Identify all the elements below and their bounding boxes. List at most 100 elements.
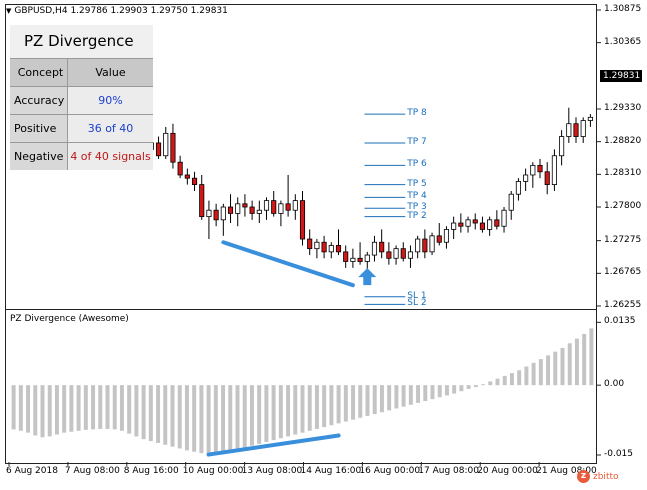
oscillator-bar [105,385,110,429]
oscillator-bar [264,385,269,442]
price-tick-label: 1.28310 [604,168,642,179]
collapse-arrow-icon[interactable]: ▼ [6,7,12,15]
oscillator-bar [459,385,464,392]
time-tick-label: 10 Aug 00:00 [182,466,244,476]
level-label: TP 2 [407,210,427,221]
candle-body [551,155,557,185]
candle-body [587,116,593,121]
oscillator-bar [11,385,16,430]
oscillator-bar [574,338,579,386]
price-tick-label: 1.26255 [604,300,642,310]
candle-body [379,241,385,253]
oscillator-bar [416,385,421,403]
candle-body [479,222,485,230]
indicator-title: PZ Divergence (Awesome) [10,314,129,324]
oscillator-bar [47,385,52,437]
candle-body [501,209,507,227]
oscillator-bar [300,385,305,433]
candle-body [242,203,248,208]
oscillator-bar [473,385,478,388]
oscillator-bar [589,328,594,386]
oscillator-bar [509,373,514,386]
oscillator-bar [119,385,124,431]
oscillator-bar [582,333,587,386]
level-label: TP 3 [407,202,427,213]
level-label: TP 6 [407,159,427,170]
row-concept: Accuracy [10,87,67,114]
candle-body [170,132,176,163]
oscillator-bar [69,385,74,432]
price-tick-label: 1.29330 [604,102,642,113]
candle-body [494,219,500,227]
watermark-text: zbitto [593,471,619,482]
candle-body [573,123,579,137]
oscillator-bar [423,385,428,402]
candle-body [314,241,320,250]
oscillator-bar [379,385,384,413]
oscillator-bar [26,385,31,433]
oscillator-bar [408,385,413,405]
row-value: 90% [67,87,153,114]
oscillator-bar [538,359,543,386]
buy-arrow-icon [358,268,377,286]
zbitto-logo-icon: z [577,470,590,483]
candle-body [227,206,234,214]
oscillator-bar [76,385,81,431]
candle-body [559,136,565,157]
oscillator-bar [98,385,103,429]
oscillator-bar [437,385,442,398]
header-value: Value [67,59,153,86]
oscillator-bar [524,366,529,386]
panel-header-row: Concept Value [10,58,153,86]
price-tick-label: 1.30365 [604,36,642,47]
oscillator-bar [365,385,370,416]
price-tick-label: 1.27800 [604,201,642,211]
level-label: TP 7 [407,136,427,147]
price-tick-label: 1.28820 [604,135,642,146]
candle-body [163,132,169,157]
level-label: TP 8 [407,108,427,119]
candle-body [465,219,471,227]
oscillator-bar [394,385,399,409]
time-tick-label: 8 Aug 16:00 [123,466,179,476]
oscillator-bar [452,385,457,394]
row-concept: Negative [10,143,67,170]
candle-body [530,164,536,176]
row-concept: Positive [10,115,67,142]
candle-body [235,203,241,214]
candle-body [278,203,284,214]
oscillator-divergence-line [206,433,341,457]
oscillator-bar [488,381,493,386]
oscillator-bar [192,385,197,452]
oscillator-bar [343,385,348,422]
candle-body [249,206,255,214]
oscillator-bar [163,385,168,445]
oscillator-bar [351,385,356,420]
oscillator-bar [235,385,240,450]
time-tick-label: 7 Aug 08:00 [64,466,120,476]
candle-body [184,174,190,179]
price-tick-label: 1.27275 [604,234,642,245]
oscillator-bar [156,385,161,443]
oscillator-bar [228,385,233,452]
oscillator-bar [444,385,449,396]
candle-body [400,248,406,259]
oscillator-bar [329,385,334,426]
candle-body [371,241,378,256]
oscillator-bar [531,362,536,386]
oscillator-bar [322,385,327,428]
oscillator-bar [221,385,226,453]
oscillator-bar [481,384,486,386]
watermark: z zbitto [577,470,619,483]
candle-body [487,219,493,230]
oscillator-bar [184,385,189,451]
level-label: TP 4 [407,191,427,202]
candle-body [544,171,550,185]
candle-body [206,209,212,218]
oscillator-bar [54,385,59,435]
candle-body [292,200,298,211]
candle-body [343,251,349,262]
symbol-header: ▼ GBPUSD,H4 1.29786 1.29903 1.29750 1.298… [6,6,228,16]
candle-body [364,254,370,262]
